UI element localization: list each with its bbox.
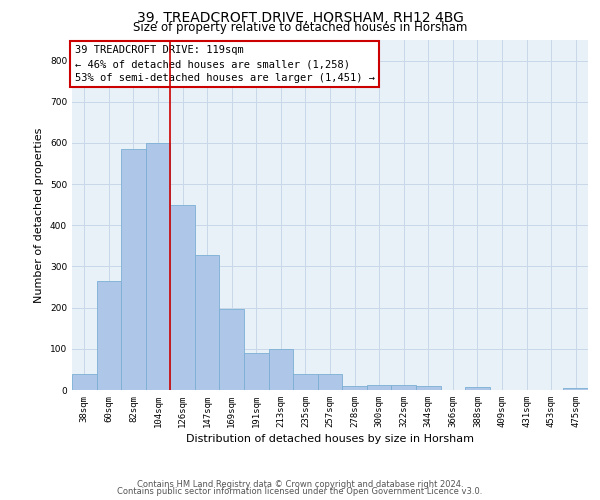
Bar xyxy=(367,384,391,390)
Bar xyxy=(293,374,318,390)
Bar xyxy=(318,374,342,390)
Bar xyxy=(121,149,146,390)
Bar xyxy=(244,353,269,390)
Bar xyxy=(342,386,367,390)
Bar xyxy=(170,204,195,390)
X-axis label: Distribution of detached houses by size in Horsham: Distribution of detached houses by size … xyxy=(186,434,474,444)
Bar xyxy=(195,255,220,390)
Bar xyxy=(146,143,170,390)
Text: 39, TREADCROFT DRIVE, HORSHAM, RH12 4BG: 39, TREADCROFT DRIVE, HORSHAM, RH12 4BG xyxy=(137,11,463,25)
Text: Size of property relative to detached houses in Horsham: Size of property relative to detached ho… xyxy=(133,22,467,35)
Bar xyxy=(220,309,244,390)
Bar xyxy=(72,374,97,390)
Bar xyxy=(563,388,588,390)
Bar xyxy=(465,386,490,390)
Text: Contains HM Land Registry data © Crown copyright and database right 2024.: Contains HM Land Registry data © Crown c… xyxy=(137,480,463,489)
Y-axis label: Number of detached properties: Number of detached properties xyxy=(34,128,44,302)
Bar xyxy=(97,281,121,390)
Text: 39 TREADCROFT DRIVE: 119sqm
← 46% of detached houses are smaller (1,258)
53% of : 39 TREADCROFT DRIVE: 119sqm ← 46% of det… xyxy=(74,46,374,83)
Bar xyxy=(416,386,440,390)
Bar xyxy=(269,349,293,390)
Bar xyxy=(391,384,416,390)
Text: Contains public sector information licensed under the Open Government Licence v3: Contains public sector information licen… xyxy=(118,487,482,496)
